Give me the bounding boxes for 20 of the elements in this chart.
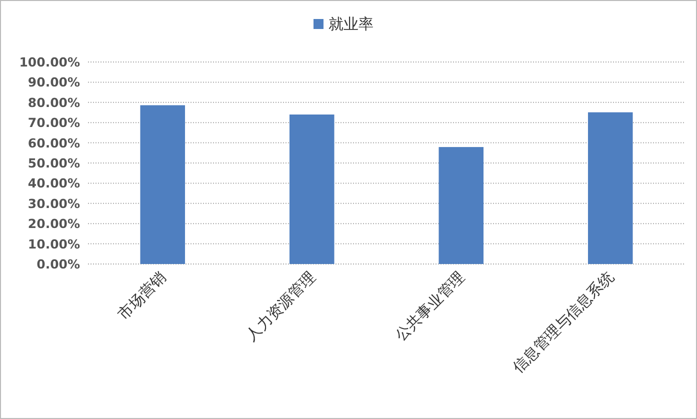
x-tick-label: 信息管理与信息系统: [509, 268, 618, 376]
x-tick-label: 公共事业管理: [392, 268, 468, 344]
x-tick-label: 市场营销: [114, 268, 170, 324]
x-tick-label: 人力资源管理: [242, 268, 319, 344]
y-tick-label: 90.00%: [28, 74, 80, 90]
y-tick-label: 0.00%: [36, 256, 80, 272]
bar: [588, 112, 633, 264]
y-tick-label: 10.00%: [28, 236, 80, 252]
y-tick-label: 60.00%: [28, 135, 80, 150]
legend-label: 就业率: [328, 15, 374, 33]
y-tick-label: 50.00%: [28, 156, 80, 170]
y-tick-label: 70.00%: [28, 115, 80, 130]
bar: [438, 147, 484, 264]
bar: [140, 105, 186, 264]
y-tick-label: 40.00%: [28, 176, 80, 191]
y-tick-label: 80.00%: [28, 94, 80, 110]
y-tick-label: 100.00%: [19, 54, 80, 70]
bar: [289, 114, 334, 264]
y-tick-label: 30.00%: [28, 196, 80, 211]
y-tick-label: 20.00%: [28, 216, 80, 232]
